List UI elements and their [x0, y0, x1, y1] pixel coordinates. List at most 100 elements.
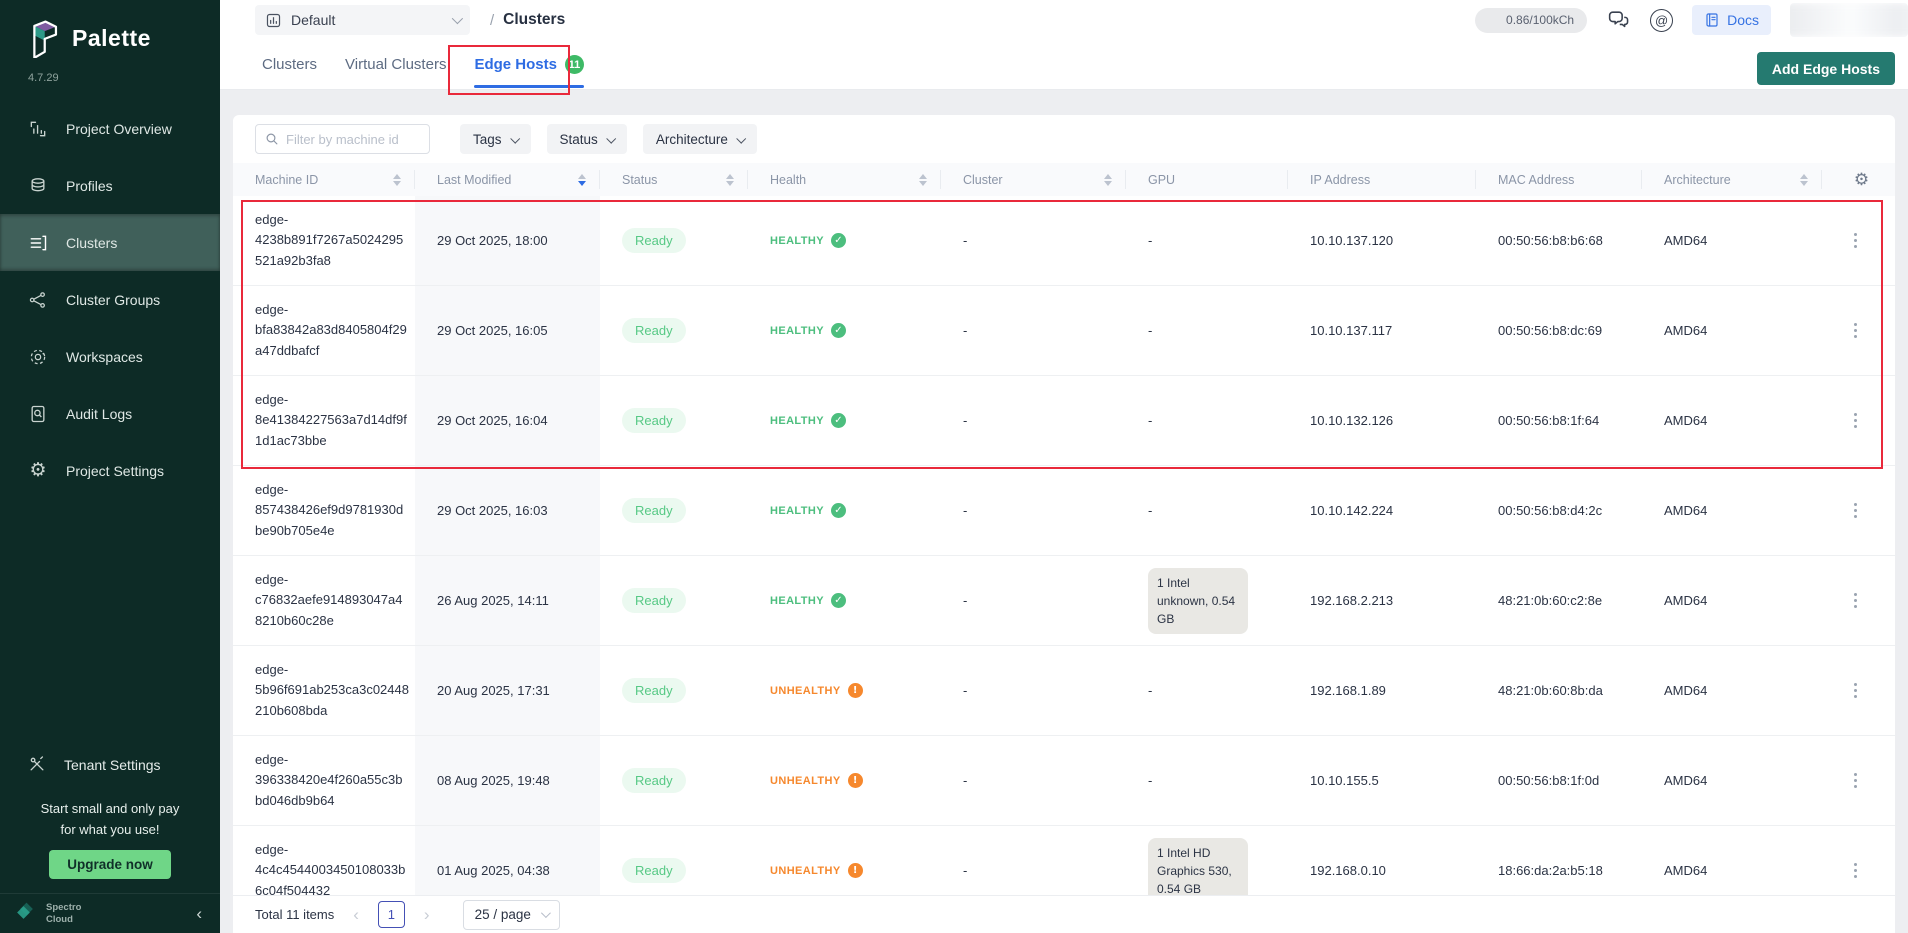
cluster-cell: - — [941, 556, 1126, 645]
pagination-bar: Total 11 items ‹ 1 › 25 / page — [233, 895, 1895, 933]
add-edge-hosts-button[interactable]: Add Edge Hosts — [1757, 52, 1895, 85]
prev-page-icon[interactable]: ‹ — [349, 905, 363, 925]
table-row[interactable]: edge- bfa83842a83d8405804f29a47ddbafcf 2… — [233, 286, 1895, 376]
row-menu-icon[interactable] — [1850, 859, 1861, 882]
promo-line-2: for what you use! — [0, 819, 220, 840]
column-header-architecture[interactable]: Architecture — [1642, 163, 1822, 196]
architecture-filter-dropdown[interactable]: Architecture — [643, 124, 757, 154]
search-input[interactable] — [255, 124, 430, 154]
sidebar-item-audit-logs[interactable]: Audit Logs — [0, 385, 220, 442]
table-row[interactable]: edge- 4c4c4544003450108033b6c04f504432 0… — [233, 826, 1895, 895]
tags-filter-dropdown[interactable]: Tags — [460, 124, 531, 154]
gpu-cell: - — [1126, 736, 1288, 825]
table-header: Machine ID Last Modified Status Health C… — [233, 163, 1895, 196]
tab-clusters[interactable]: Clusters — [262, 40, 317, 89]
last-modified-cell: 08 Aug 2025, 19:48 — [415, 736, 600, 825]
column-header-status[interactable]: Status — [600, 163, 748, 196]
spectro-cloud-wordmark: Spectro Cloud — [46, 902, 81, 926]
health-status-icon: ! — [848, 773, 863, 788]
table-row[interactable]: edge- 857438426ef9d9781930dbe90b705e4e 2… — [233, 466, 1895, 556]
ip-address-cell: 10.10.142.224 — [1288, 466, 1476, 555]
docs-button[interactable]: Docs — [1692, 5, 1771, 35]
table-row[interactable]: edge- 5b96f691ab253ca3c02448210b608bda 2… — [233, 646, 1895, 736]
current-page-button[interactable]: 1 — [378, 901, 405, 928]
machine-id-cell: edge- 857438426ef9d9781930dbe90b705e4e — [233, 466, 415, 555]
sort-icon — [1104, 174, 1112, 186]
bar-chart-icon — [27, 118, 49, 140]
column-label: Machine ID — [255, 173, 318, 187]
sidebar-item-tenant-settings[interactable]: Tenant Settings — [0, 745, 220, 785]
row-menu-icon[interactable] — [1850, 499, 1861, 522]
mention-icon[interactable]: @ — [1650, 9, 1673, 32]
sidebar-item-project-settings[interactable]: ⚙ Project Settings — [0, 442, 220, 499]
architecture-cell: AMD64 — [1642, 556, 1822, 645]
status-cell: Ready — [600, 196, 748, 285]
row-menu-icon[interactable] — [1850, 679, 1861, 702]
health-status-icon: ✓ — [831, 233, 846, 248]
health-status-icon: ✓ — [831, 413, 846, 428]
column-header-last-modified[interactable]: Last Modified — [415, 163, 600, 196]
table-row[interactable]: edge- 4238b891f7267a5024295521a92b3fa8 2… — [233, 196, 1895, 286]
row-actions-cell — [1822, 646, 1895, 735]
cluster-cell: - — [941, 826, 1126, 895]
ip-address-cell: 192.168.2.213 — [1288, 556, 1476, 645]
health-indicator: HEALTHY ✓ — [770, 413, 846, 428]
sort-icon — [1800, 174, 1808, 186]
cluster-cell: - — [941, 376, 1126, 465]
column-header-gpu: GPU — [1126, 163, 1288, 196]
column-header-machine-id[interactable]: Machine ID — [233, 163, 415, 196]
row-menu-icon[interactable] — [1850, 409, 1861, 432]
main-area: Default / Clusters 0.86/100kCh @ Docs Cl… — [220, 0, 1908, 933]
status-filter-dropdown[interactable]: Status — [547, 124, 627, 154]
breadcrumb-current: Clusters — [503, 11, 565, 29]
mac-address-cell: 00:50:56:b8:dc:69 — [1476, 286, 1642, 375]
sidebar-item-label: Clusters — [66, 235, 117, 251]
row-menu-icon[interactable] — [1850, 769, 1861, 792]
cluster-cell: - — [941, 466, 1126, 555]
row-menu-icon[interactable] — [1850, 589, 1861, 612]
user-menu-redacted[interactable] — [1790, 3, 1908, 37]
table-row[interactable]: edge- 8e41384227563a7d14df9f1d1ac73bbe 2… — [233, 376, 1895, 466]
tabs-bar: Clusters Virtual Clusters Edge Hosts 11 — [220, 40, 1908, 90]
column-header-health[interactable]: Health — [748, 163, 941, 196]
machine-id-cell: edge- bfa83842a83d8405804f29a47ddbafcf — [233, 286, 415, 375]
row-menu-icon[interactable] — [1850, 319, 1861, 342]
column-header-mac-address: MAC Address — [1476, 163, 1642, 196]
table-row[interactable]: edge- c76832aefe914893047a48210b60c28e 2… — [233, 556, 1895, 646]
breadcrumb-separator: / — [490, 12, 494, 29]
health-status-icon: ✓ — [831, 593, 846, 608]
column-label: Architecture — [1664, 173, 1731, 187]
column-header-settings: ⚙ — [1822, 163, 1895, 196]
ip-address-cell: 10.10.137.117 — [1288, 286, 1476, 375]
tab-virtual-clusters[interactable]: Virtual Clusters — [345, 40, 446, 89]
sidebar-item-profiles[interactable]: Profiles — [0, 157, 220, 214]
mac-address-cell: 18:66:da:2a:b5:18 — [1476, 826, 1642, 895]
tab-edge-hosts[interactable]: Edge Hosts 11 — [474, 40, 584, 89]
sidebar-collapse-button[interactable]: ‹ — [196, 904, 202, 924]
column-header-cluster[interactable]: Cluster — [941, 163, 1126, 196]
sidebar-item-project-overview[interactable]: Project Overview — [0, 100, 220, 157]
table-settings-gear-icon[interactable]: ⚙ — [1854, 170, 1869, 190]
chat-icon[interactable] — [1606, 8, 1631, 33]
sidebar-item-clusters[interactable]: Clusters — [0, 214, 220, 271]
list-icon — [27, 232, 49, 254]
health-cell: UNHEALTHY ! — [748, 736, 941, 825]
health-status-icon: ✓ — [831, 503, 846, 518]
page-size-select[interactable]: 25 / page — [463, 900, 560, 930]
next-page-icon[interactable]: › — [420, 905, 434, 925]
sort-icon-active-desc — [578, 174, 586, 186]
health-status-icon: ✓ — [831, 323, 846, 338]
sidebar-item-cluster-groups[interactable]: Cluster Groups — [0, 271, 220, 328]
sidebar-item-workspaces[interactable]: Workspaces — [0, 328, 220, 385]
health-cell: HEALTHY ✓ — [748, 466, 941, 555]
status-badge: Ready — [622, 588, 686, 613]
row-actions-cell — [1822, 466, 1895, 555]
mac-address-cell: 00:50:56:b8:b6:68 — [1476, 196, 1642, 285]
network-icon — [27, 289, 49, 311]
project-selector[interactable]: Default — [255, 5, 470, 35]
health-cell: HEALTHY ✓ — [748, 376, 941, 465]
chevron-down-icon — [510, 133, 520, 143]
row-menu-icon[interactable] — [1850, 229, 1861, 252]
upgrade-now-button[interactable]: Upgrade now — [49, 850, 171, 879]
table-row[interactable]: edge- 396338420e4f260a55c3bbd046db9b64 0… — [233, 736, 1895, 826]
